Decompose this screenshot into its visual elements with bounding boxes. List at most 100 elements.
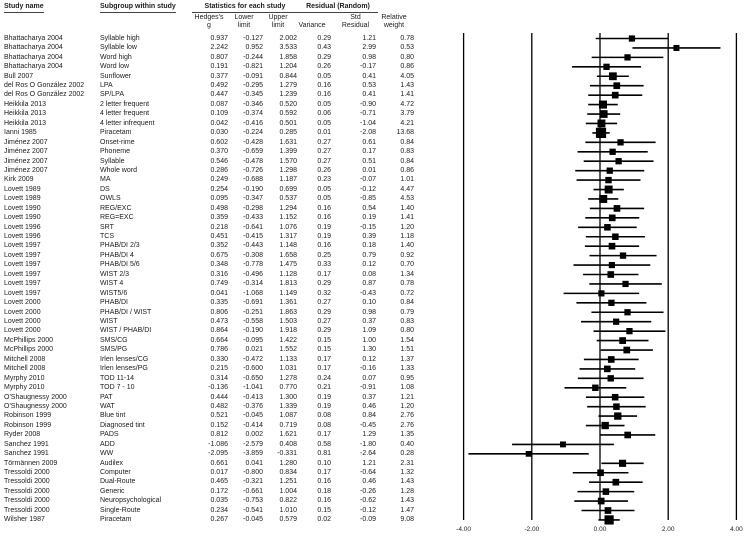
effect-marker	[628, 35, 636, 42]
cell-upper-limit: 1.294	[279, 204, 297, 212]
cell-lower-limit: -0.314	[243, 280, 263, 288]
cell-variance: 0.17	[317, 355, 331, 363]
cell-variance: 0.27	[317, 148, 331, 156]
table-row: Tressoldi 2000 Generic 0.172 -0.661 1.004 0.1…	[0, 487, 440, 496]
effect-marker	[673, 44, 680, 51]
cell-subgroup: WIST5/6	[100, 289, 128, 297]
cell-hedges-g: 0.191	[210, 63, 228, 71]
table-row: Lovett 1990 REG=EXC 0.359 -0.433 1.152 0.16 0.…	[0, 213, 440, 222]
cell-lower-limit: -0.346	[243, 100, 263, 108]
cell-study-name: Heikkila 2013	[4, 100, 47, 108]
cell-std-residual: 0.10	[362, 299, 376, 307]
cell-relative-weight: 1.37	[400, 355, 414, 363]
cell-upper-limit: 0.501	[279, 119, 297, 127]
cell-subgroup: REG/EXC	[100, 204, 132, 212]
cell-std-residual: -0.85	[360, 195, 376, 203]
cell-study-name: del Ros O González 2002	[4, 81, 85, 89]
cell-subgroup: PHAB/DI 2/3	[100, 242, 140, 250]
effect-marker	[617, 139, 624, 146]
cell-lower-limit: -0.345	[243, 91, 263, 99]
cell-study-name: Jiménez 2007	[4, 138, 48, 146]
cell-upper-limit: 1.631	[279, 138, 297, 146]
cell-variance: 0.15	[317, 506, 331, 514]
cell-subgroup: Word high	[100, 53, 132, 61]
cell-study-name: Lovett 2000	[4, 299, 41, 307]
cell-std-residual: -1.80	[360, 440, 376, 448]
cell-study-name: Bhattacharya 2004	[4, 44, 63, 52]
cell-subgroup: WIST 4	[100, 280, 124, 288]
column-group-residual: Residual (Random)	[298, 2, 378, 13]
cell-subgroup: PHAB/DI	[100, 299, 129, 307]
cell-variance: 0.32	[317, 289, 331, 297]
cell-hedges-g: 0.473	[210, 317, 228, 325]
cell-relative-weight: 0.53	[400, 44, 414, 52]
table-row: Lovett 2000 PHAB/DI / WIST 0.806 -0.251 1.86…	[0, 308, 440, 317]
table-row: Jiménez 2007 Syllable 0.546 -0.478 1.570 0.27…	[0, 157, 440, 166]
cell-hedges-g: 0.749	[210, 280, 228, 288]
cell-study-name: Lovett 1997	[4, 280, 41, 288]
cell-relative-weight: 0.78	[400, 34, 414, 42]
cell-subgroup: Sunflower	[100, 72, 132, 80]
cell-subgroup: Diagnosed tint	[100, 421, 145, 429]
cell-study-name: Heikkila 2013	[4, 110, 47, 118]
cell-study-name: Jiménez 2007	[4, 157, 48, 165]
cell-std-residual: 1.30	[362, 346, 376, 354]
cell-upper-limit: 0.770	[279, 384, 297, 392]
cell-study-name: Jiménez 2007	[4, 166, 48, 174]
cell-std-residual: -0.64	[360, 469, 376, 477]
cell-relative-weight: 0.70	[400, 261, 414, 269]
cell-lower-limit: 0.041	[245, 459, 263, 467]
axis-tick-label: -4.00	[456, 526, 471, 533]
cell-subgroup: TOD 11-14	[100, 374, 134, 382]
cell-variance: 0.15	[317, 336, 331, 344]
cell-lower-limit: -0.298	[243, 204, 263, 212]
cell-upper-limit: 0.408	[279, 440, 297, 448]
cell-lower-limit: -2.579	[243, 440, 263, 448]
table-row: Jiménez 2007 Phoneme 0.370 -0.659 1.399 0.27 0…	[0, 147, 440, 156]
column-header-lower-limit: Lower limit	[234, 14, 254, 29]
cell-relative-weight: 1.43	[400, 478, 414, 486]
table-row: Bhattacharya 2004 Syllable low 2.242 0.952 3…	[0, 43, 440, 52]
cell-upper-limit: 0.834	[279, 469, 297, 477]
cell-hedges-g: 0.465	[210, 478, 228, 486]
cell-variance: 0.27	[317, 299, 331, 307]
cell-hedges-g: 0.370	[210, 148, 228, 156]
cell-subgroup: SRT	[100, 223, 114, 231]
cell-std-residual: -0.16	[360, 365, 376, 373]
cell-lower-limit: -0.496	[243, 270, 263, 278]
cell-relative-weight: 1.41	[400, 214, 414, 222]
table-row: Heikkila 2013 4 letter frequent 0.109 -0.37…	[0, 109, 440, 118]
cell-upper-limit: 1.658	[279, 251, 297, 259]
cell-variance: 0.17	[317, 431, 331, 439]
table-row: Myrphy 2010 TOD 11-14 0.314 -0.650 1.278 0.24…	[0, 374, 440, 383]
cell-subgroup: PHAB/DI / WIST	[100, 308, 152, 316]
cell-upper-limit: 1.300	[279, 393, 297, 401]
cell-std-residual: -0.26	[360, 487, 376, 495]
table-row: Bhattacharya 2004 Word low 0.191 -0.821 1.20…	[0, 62, 440, 71]
cell-std-residual: 0.19	[362, 214, 376, 222]
table-row: Lovett 1997 WIST 4 0.749 -0.314 1.813 0.29 0.8…	[0, 279, 440, 288]
table-row: Lovett 1997 PHAB/DI 4 0.675 -0.308 1.658 0.25…	[0, 251, 440, 260]
cell-variance: 0.19	[317, 233, 331, 241]
cell-lower-limit: -0.661	[243, 487, 263, 495]
cell-study-name: Mitchell 2008	[4, 365, 46, 373]
cell-study-name: Tressoldi 2000	[4, 497, 50, 505]
table-row: Heikkila 2013 2 letter frequent 0.087 -0.34…	[0, 100, 440, 109]
cell-hedges-g: 0.492	[210, 81, 228, 89]
cell-upper-limit: 1.128	[279, 270, 297, 278]
column-header-variance: Variance	[298, 22, 326, 29]
effect-marker	[598, 100, 607, 109]
table-row: Lovett 1989 DS 0.254 -0.190 0.699 0.05 -0.12 4.…	[0, 185, 440, 194]
cell-subgroup: Whole word	[100, 166, 137, 174]
cell-relative-weight: 1.32	[400, 469, 414, 477]
effect-marker	[624, 431, 632, 439]
effect-marker	[604, 507, 612, 514]
cell-variance: 0.16	[317, 214, 331, 222]
cell-std-residual: 0.46	[362, 402, 376, 410]
effect-marker	[604, 365, 611, 373]
effect-marker	[597, 119, 606, 128]
cell-variance: 0.17	[317, 365, 331, 373]
cell-upper-limit: 1.204	[279, 63, 297, 71]
effect-marker	[613, 205, 621, 212]
cell-relative-weight: 2.76	[400, 421, 414, 429]
